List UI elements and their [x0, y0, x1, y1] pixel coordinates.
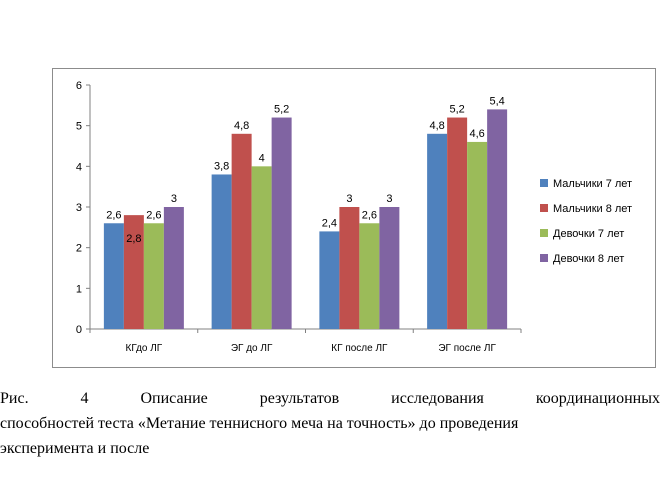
bar — [251, 166, 272, 329]
data-label: 2,4 — [322, 217, 337, 229]
legend-swatch — [540, 229, 548, 237]
caption-word: координационных — [535, 390, 660, 407]
bar — [359, 223, 380, 329]
x-tick-label: ЭГ после ЛГ — [438, 343, 496, 354]
legend-swatch — [540, 204, 548, 212]
data-label: 3 — [386, 193, 392, 205]
bar — [163, 207, 184, 329]
y-tick-label: 2 — [76, 243, 82, 255]
y-tick-label: 5 — [76, 121, 82, 133]
data-label: 4,8 — [429, 120, 444, 132]
data-label: 4,6 — [469, 128, 484, 140]
y-tick-label: 4 — [76, 161, 82, 173]
bar — [123, 215, 144, 329]
bar — [103, 223, 124, 329]
caption-word: Описание — [140, 390, 208, 407]
y-tick-label: 6 — [76, 80, 82, 92]
legend-swatch — [540, 179, 548, 187]
bar — [339, 207, 360, 329]
bar — [319, 231, 340, 329]
caption-line-3: эксперимента и после — [0, 440, 150, 457]
legend-label: Девочки 7 лет — [553, 228, 624, 240]
caption-word: Рис. — [0, 390, 29, 407]
bar — [271, 117, 292, 330]
x-tick-label: ЭГ до ЛГ — [231, 343, 273, 354]
y-tick-label: 3 — [76, 202, 82, 214]
bar-chart: 0 1 2 3 4 5 6 2,6 2,8 2,6 3 КГдо ЛГ 3,8 4,8 4 5,2 ЭГ до … — [76, 80, 632, 354]
caption-word: 4 — [80, 390, 89, 407]
caption-word: результатов — [259, 390, 340, 407]
bar — [143, 223, 164, 329]
data-label: 2,6 — [106, 209, 121, 221]
data-label: 5,4 — [489, 95, 504, 107]
y-tick-label: 0 — [76, 324, 82, 336]
data-label: 4 — [259, 152, 265, 164]
chart-frame: 0 1 2 3 4 5 6 2,6 2,8 2,6 3 КГдо ЛГ 3,8 4,8 4 5,2 ЭГ до … — [52, 68, 656, 368]
y-tick-label: 1 — [76, 283, 82, 295]
data-label: 5,2 — [274, 104, 289, 116]
data-label: 3 — [171, 193, 177, 205]
caption-word: исследования — [391, 390, 484, 407]
legend-label: Мальчики 8 лет — [553, 203, 632, 215]
data-label: 5,2 — [449, 104, 464, 116]
data-label: 2,6 — [146, 209, 161, 221]
x-tick-label: КГдо ЛГ — [126, 343, 163, 354]
legend-label: Мальчики 7 лет — [553, 178, 632, 190]
data-label: 2,8 — [126, 233, 141, 245]
data-label: 3 — [346, 193, 352, 205]
data-label: 3,8 — [214, 160, 229, 172]
bar — [211, 174, 232, 329]
figure-caption: Рис. 4 Описание результатов исследования… — [0, 386, 660, 461]
caption-line-2: способностей теста «Метание теннисного м… — [0, 415, 519, 432]
data-label: 2,6 — [362, 209, 377, 221]
bar — [379, 207, 400, 329]
bar — [467, 141, 488, 329]
bar — [427, 133, 448, 329]
legend-swatch — [540, 254, 548, 262]
caption-line-1: Рис. 4 Описание результатов исследования… — [0, 386, 660, 411]
bar — [231, 133, 252, 329]
data-label: 4,8 — [234, 120, 249, 132]
x-tick-label: КГ после ЛГ — [331, 343, 388, 354]
legend-label: Девочки 8 лет — [553, 253, 624, 265]
bar — [487, 109, 508, 330]
bar — [447, 117, 468, 330]
